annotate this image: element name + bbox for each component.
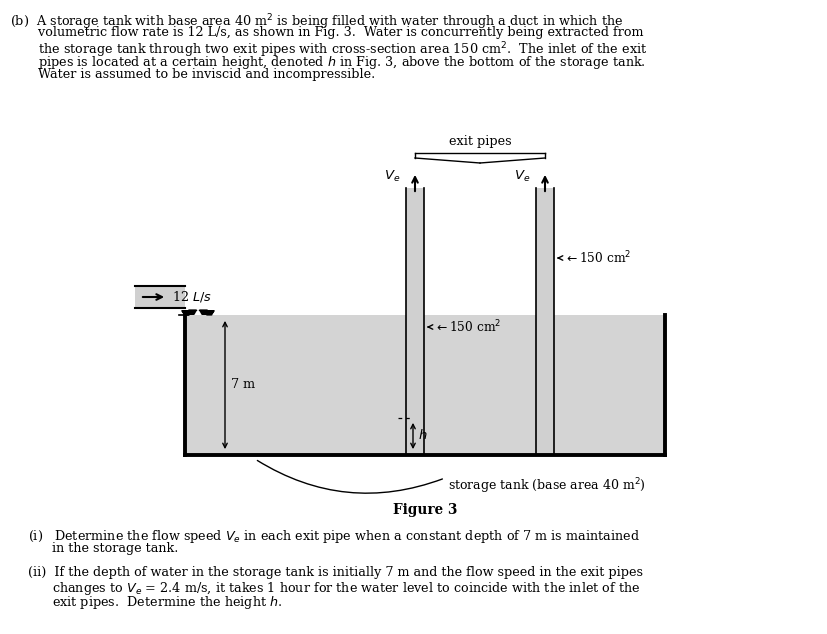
Text: the storage tank through two exit pipes with cross-section area 150 cm$^2$.  The: the storage tank through two exit pipes … [10, 40, 647, 60]
Text: volumetric flow rate is 12 L/s, as shown in Fig. 3.  Water is concurrently being: volumetric flow rate is 12 L/s, as shown… [10, 26, 643, 39]
Text: (i)   Determine the flow speed $V_e$ in each exit pipe when a constant depth of : (i) Determine the flow speed $V_e$ in ea… [28, 528, 639, 545]
Text: changes to $V_e$ = 2.4 m/s, it takes 1 hour for the water level to coincide with: changes to $V_e$ = 2.4 m/s, it takes 1 h… [52, 580, 640, 597]
Text: in the storage tank.: in the storage tank. [52, 542, 178, 555]
Text: $h$: $h$ [418, 428, 427, 442]
Text: storage tank (base area 40 m$^2$): storage tank (base area 40 m$^2$) [447, 476, 645, 496]
Text: exit pipes: exit pipes [448, 135, 511, 148]
Text: exit pipes.  Determine the height $h$.: exit pipes. Determine the height $h$. [52, 594, 282, 611]
Text: (b)  A storage tank with base area 40 m$^2$ is being filled with water through a: (b) A storage tank with base area 40 m$^… [10, 12, 623, 32]
FancyArrowPatch shape [257, 460, 442, 493]
Text: $V_e$: $V_e$ [513, 169, 529, 184]
Bar [184, 315, 664, 455]
Text: 7 m: 7 m [231, 378, 255, 392]
Text: $V_e$: $V_e$ [383, 169, 399, 184]
Text: (ii)  If the depth of water in the storage tank is initially 7 m and the flow sp: (ii) If the depth of water in the storag… [28, 566, 643, 579]
Bar [535, 188, 553, 455]
Text: Figure 3: Figure 3 [392, 503, 457, 517]
Text: Water is assumed to be inviscid and incompressible.: Water is assumed to be inviscid and inco… [10, 68, 375, 81]
Text: $\leftarrow$150 cm$^2$: $\leftarrow$150 cm$^2$ [563, 250, 631, 266]
Bar [405, 188, 423, 455]
Text: pipes is located at a certain height, denoted $h$ in Fig. 3, above the bottom of: pipes is located at a certain height, de… [10, 54, 645, 71]
Text: 12 $L/s$: 12 $L/s$ [172, 290, 212, 304]
Text: $\leftarrow$150 cm$^2$: $\leftarrow$150 cm$^2$ [433, 319, 501, 335]
Bar [135, 286, 184, 308]
